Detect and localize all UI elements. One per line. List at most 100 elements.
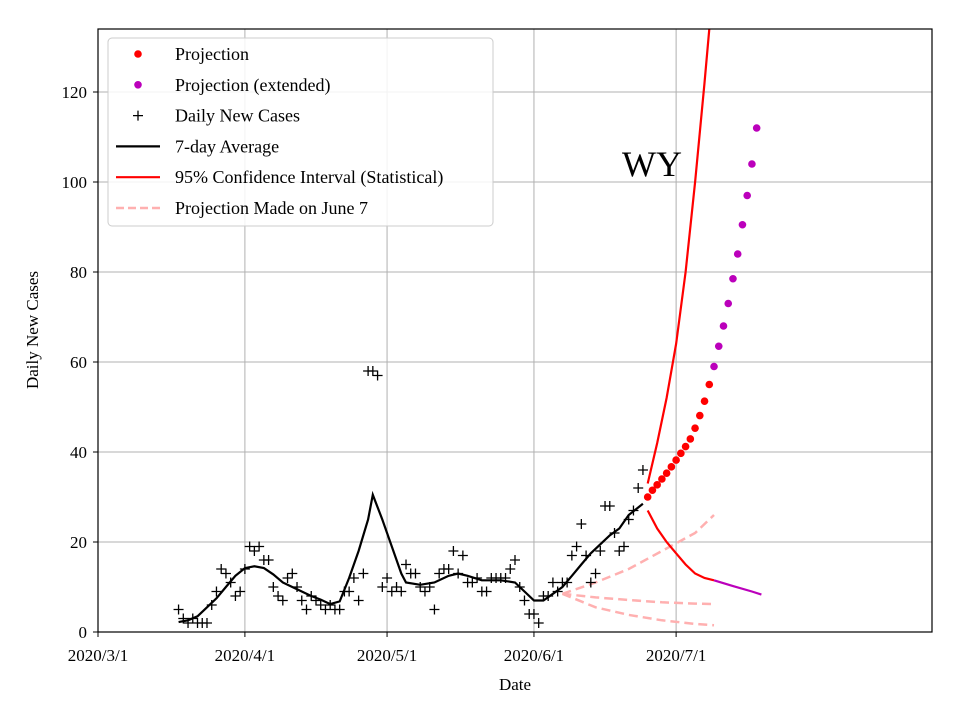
x-tick-label: 2020/7/1 xyxy=(646,646,706,665)
projection-point xyxy=(643,493,652,501)
x-axis-title: Date xyxy=(499,675,531,694)
y-axis-title: Daily New Cases xyxy=(23,271,42,389)
legend-label-avg: 7-day Average xyxy=(175,136,279,156)
plot-area-frame xyxy=(97,28,933,633)
daily-case-point xyxy=(505,564,516,574)
daily-case-point xyxy=(618,541,629,552)
legend-box xyxy=(107,37,494,227)
daily-case-point xyxy=(543,591,554,601)
projection-point xyxy=(700,397,709,405)
projection-extended-point xyxy=(752,124,761,132)
daily-case-point xyxy=(282,573,293,583)
projection-point xyxy=(658,475,666,483)
daily-case-point xyxy=(220,568,231,579)
daily-case-point xyxy=(386,586,397,597)
daily-case-point xyxy=(325,600,336,610)
daily-case-point xyxy=(225,577,236,588)
x-tick-label: 2020/3/1 xyxy=(68,646,128,665)
daily-case-point xyxy=(533,618,544,628)
y-tick-label: 100 xyxy=(62,173,88,192)
projection-extended-point xyxy=(724,299,733,308)
daily-case-point xyxy=(637,465,648,475)
daily-case-point xyxy=(623,514,634,525)
june7-projection-lower-line xyxy=(561,592,715,627)
legend-label-ci: 95% Confidence Interval (Statistical) xyxy=(175,167,443,188)
projection-point xyxy=(686,435,695,443)
daily-case-point xyxy=(401,559,412,570)
x-tick-label: 2020/4/1 xyxy=(215,646,275,665)
daily-case-point xyxy=(453,568,464,579)
daily-case-point xyxy=(244,541,255,552)
projection-point xyxy=(667,463,676,471)
daily-case-point xyxy=(424,582,435,592)
daily-case-point xyxy=(277,595,288,606)
projection-extended-point xyxy=(710,362,718,371)
daily-case-point xyxy=(268,582,279,592)
legend: Projection Projection (extended) Daily New… xyxy=(107,37,494,227)
projection-point xyxy=(691,424,699,432)
daily-case-point xyxy=(382,573,393,583)
projection-extended-point xyxy=(738,220,747,229)
daily-case-point xyxy=(211,586,222,597)
daily-case-point xyxy=(292,582,303,592)
daily-case-point xyxy=(448,546,459,556)
daily-case-point xyxy=(472,573,483,583)
daily-case-point xyxy=(528,609,539,619)
daily-case-point xyxy=(230,591,241,601)
daily-case-point xyxy=(235,586,246,597)
projection-extended-point xyxy=(743,191,751,200)
daily-case-point xyxy=(334,604,345,615)
daily-case-point xyxy=(306,591,317,601)
daily-case-point xyxy=(419,586,430,597)
projection-point xyxy=(705,380,714,389)
y-tick-label: 80 xyxy=(70,263,87,282)
daily-case-point xyxy=(571,541,582,552)
projection-extended-point xyxy=(729,274,737,283)
series-layer xyxy=(173,28,762,628)
june7-projection-upper-line xyxy=(561,514,715,595)
daily-case-point xyxy=(609,528,620,538)
daily-case-point xyxy=(348,573,359,583)
projection-point xyxy=(677,449,685,458)
daily-case-point xyxy=(590,568,601,579)
daily-case-point xyxy=(372,370,383,381)
y-tick-label: 120 xyxy=(62,83,88,102)
ci-lower-line xyxy=(646,509,715,582)
daily-case-point xyxy=(457,550,468,561)
daily-case-point xyxy=(296,595,307,606)
daily-case-point xyxy=(273,591,284,601)
daily-case-point xyxy=(396,586,407,597)
daily-case-point xyxy=(633,483,644,493)
daily-case-point xyxy=(287,568,298,579)
daily-case-point xyxy=(443,564,454,574)
daily-case-point xyxy=(604,501,615,511)
daily-case-point xyxy=(429,604,440,615)
projection-point xyxy=(662,469,671,477)
daily-case-point xyxy=(344,586,355,597)
daily-case-point xyxy=(552,586,563,597)
legend-marker-daily xyxy=(133,110,143,121)
y-tick-label: 40 xyxy=(70,443,87,462)
daily-case-point xyxy=(249,546,260,556)
projection-extended-point xyxy=(733,250,742,258)
daily-case-point xyxy=(415,582,426,592)
legend-label-june7: Projection Made on June 7 xyxy=(175,198,368,218)
daily-case-point xyxy=(585,577,596,588)
legend-marker-projection_extended xyxy=(134,81,142,89)
daily-case-point xyxy=(377,582,388,592)
daily-case-point xyxy=(239,564,250,574)
daily-case-point xyxy=(576,519,587,529)
state-annotation: WY xyxy=(622,144,682,184)
seven-day-average-line xyxy=(178,490,644,624)
daily-case-point xyxy=(628,505,639,516)
projection-point xyxy=(672,456,680,464)
legend-label-daily: Daily New Cases xyxy=(175,106,300,126)
daily-case-point xyxy=(391,582,402,592)
legend-marker-projection xyxy=(134,50,142,58)
daily-case-point xyxy=(320,604,331,615)
axis-ticks: 2020/3/1 2020/4/1 2020/5/1 2020/6/1 2020/7/1… xyxy=(62,83,707,665)
daily-case-point xyxy=(434,568,445,579)
projection-point xyxy=(681,442,690,451)
daily-case-point xyxy=(301,604,312,615)
